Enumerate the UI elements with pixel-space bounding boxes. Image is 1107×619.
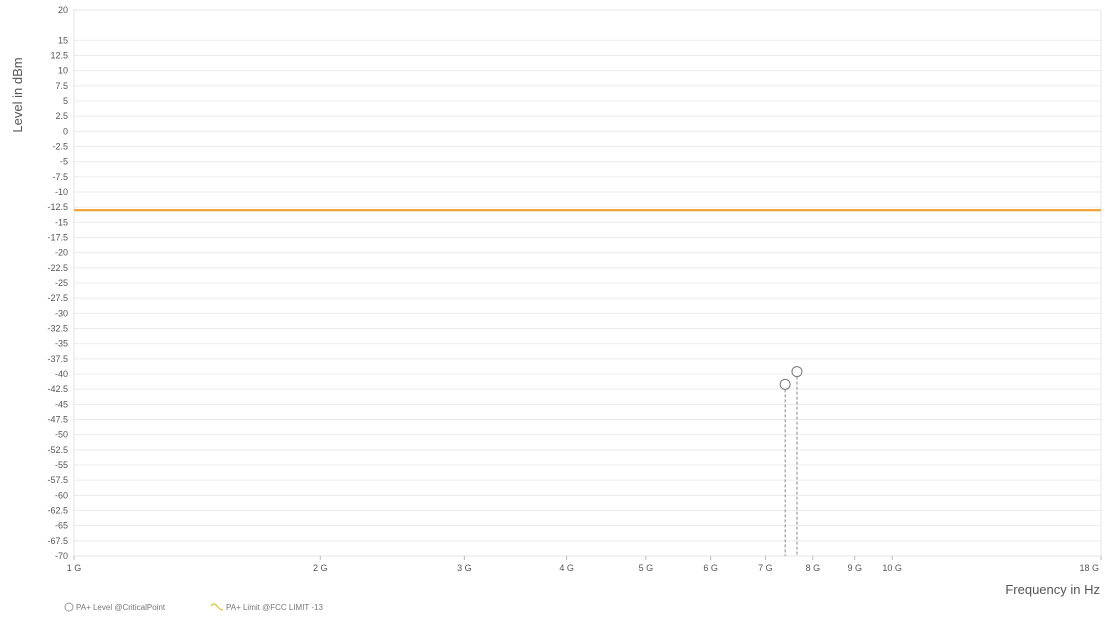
y-tick-label: -25 — [55, 278, 68, 288]
y-tick-label: -45 — [55, 399, 68, 409]
y-tick-label: 15 — [58, 35, 68, 45]
x-tick-label: 6 G — [703, 563, 718, 573]
y-tick-label: -52.5 — [47, 445, 68, 455]
legend-critical-point-icon — [64, 602, 74, 612]
x-tick-label: 10 G — [882, 563, 902, 573]
y-tick-label: -32.5 — [47, 324, 68, 334]
x-tick-label: 7 G — [758, 563, 773, 573]
y-tick-label: -37.5 — [47, 354, 68, 364]
y-tick-label: -42.5 — [47, 384, 68, 394]
y-tick-label: -2.5 — [52, 142, 68, 152]
x-tick-label: 3 G — [457, 563, 472, 573]
y-tick-label: -65 — [55, 521, 68, 531]
x-tick-label: 2 G — [313, 563, 328, 573]
x-tick-label: 8 G — [806, 563, 821, 573]
y-tick-label: -70 — [55, 551, 68, 561]
legend-critical-point-label: PA+ Level @CriticalPoint — [76, 603, 166, 612]
y-tick-label: 2.5 — [55, 111, 68, 121]
y-tick-label: -35 — [55, 339, 68, 349]
y-tick-label: -15 — [55, 217, 68, 227]
y-tick-label: -7.5 — [52, 172, 68, 182]
y-tick-label: -47.5 — [47, 415, 68, 425]
x-tick-label: 4 G — [559, 563, 574, 573]
plot-frame — [73, 9, 1102, 557]
x-tick-label: 5 G — [639, 563, 654, 573]
legend-limit-line-icon — [210, 603, 224, 611]
y-tick-label: -67.5 — [47, 536, 68, 546]
x-tick-label: 9 G — [847, 563, 862, 573]
y-tick-label: 10 — [58, 66, 68, 76]
y-tick-label: -27.5 — [47, 293, 68, 303]
x-tick-label: 18 G — [1079, 563, 1099, 573]
grid — [73, 9, 1102, 560]
y-tick-label: -57.5 — [47, 475, 68, 485]
y-tick-label: -55 — [55, 460, 68, 470]
x-axis-title: Frequency in Hz — [1005, 582, 1100, 597]
y-tick-label: -40 — [55, 369, 68, 379]
series-layer — [74, 209, 1101, 556]
y-tick-label: 0 — [63, 126, 68, 136]
y-tick-label: -30 — [55, 308, 68, 318]
y-tick-label: 5 — [63, 96, 68, 106]
y-tick-label: -60 — [55, 490, 68, 500]
y-tick-labels: 20 15 12.5 10 7.5 5 2.5 0 -2.5 -5 -7.5 -10 -12.5 -15 -… — [47, 5, 68, 561]
y-tick-label: -17.5 — [47, 233, 68, 243]
y-tick-label: -20 — [55, 248, 68, 258]
y-tick-label: -12.5 — [47, 202, 68, 212]
legend: PA+ Level @CriticalPoint PA+ Limit @FCC … — [64, 602, 324, 612]
critical-point-marker — [791, 366, 803, 378]
y-tick-label: -62.5 — [47, 506, 68, 516]
y-tick-label: -10 — [55, 187, 68, 197]
y-tick-label: 12.5 — [50, 51, 68, 61]
critical-point-marker — [779, 378, 791, 390]
legend-limit-line-label: PA+ Limit @FCC LIMIT -13 — [226, 603, 324, 612]
y-axis-title: Level in dBm — [10, 57, 25, 132]
y-tick-label: -5 — [60, 157, 68, 167]
y-tick-label: 7.5 — [55, 81, 68, 91]
y-tick-label: -22.5 — [47, 263, 68, 273]
y-tick-label: -50 — [55, 430, 68, 440]
x-tick-labels: 1 G 2 G 3 G 4 G 5 G 6 G 7 G 8 G 9 G 10 G 18 G — [67, 563, 1099, 573]
y-tick-label: 20 — [58, 5, 68, 15]
x-tick-label: 1 G — [67, 563, 82, 573]
